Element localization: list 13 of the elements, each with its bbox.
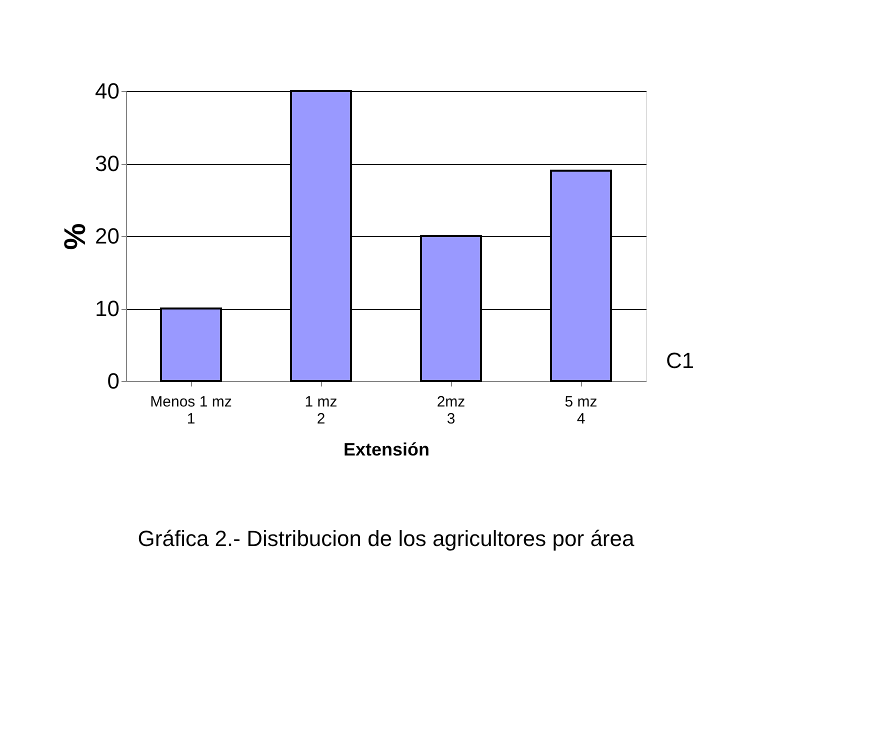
text: Gráfica 2.- Distribucion de los agricultores por área bbox=[138, 526, 635, 551]
x-tick-label: 1 mz 2 bbox=[304, 394, 338, 428]
y-tick-label: 30 bbox=[95, 151, 120, 176]
y-tick-label: 40 bbox=[95, 78, 120, 104]
y-tick-label: 20 bbox=[95, 224, 120, 248]
x-tick-label: 5 mz 4 bbox=[564, 394, 598, 428]
text: C1 bbox=[666, 348, 694, 373]
x-tick-label: 2mz 3 bbox=[436, 394, 466, 428]
y-axis-title: % bbox=[59, 223, 92, 250]
x-axis-title: Extensión bbox=[343, 440, 430, 460]
y-tick-label: 10 bbox=[95, 296, 120, 321]
y-tick-label: 0 bbox=[107, 368, 120, 394]
x-tick-label: Menos 1 mz 1 bbox=[150, 394, 232, 428]
